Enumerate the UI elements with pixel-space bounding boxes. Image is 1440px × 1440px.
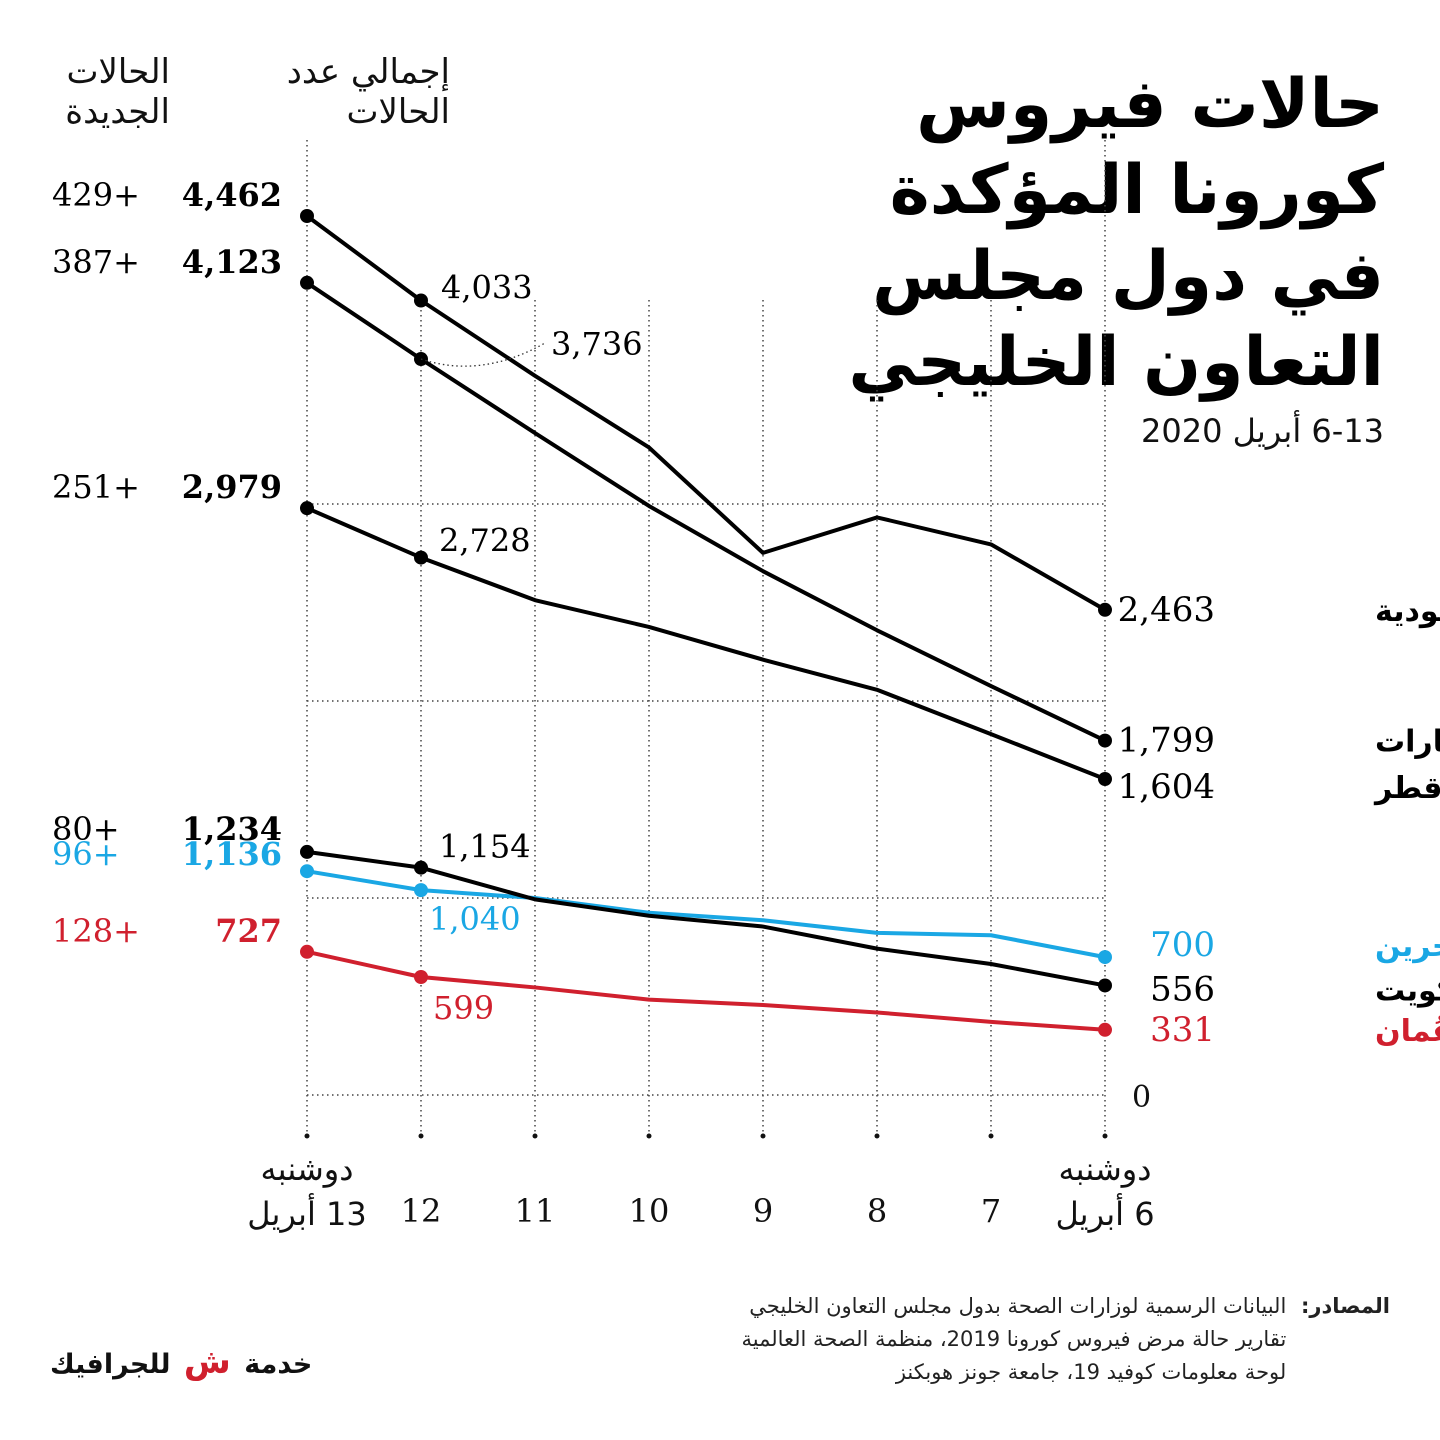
- series-name-label: الكويت: [1375, 973, 1440, 1008]
- header-line: الجديدة: [65, 92, 170, 132]
- x-tick-label: 10: [629, 1192, 670, 1230]
- header-line: الحالات: [66, 52, 170, 92]
- x-tick-label: 13 أبريل: [247, 1193, 366, 1233]
- new-cases-label: 80+: [52, 810, 120, 848]
- header-line: إجمالي عدد: [286, 52, 450, 92]
- sources: المصادر: البيانات الرسمية لوزارات الصحة …: [56, 1290, 1390, 1389]
- data-point: [414, 860, 428, 875]
- series-line: [306, 869, 1106, 960]
- series-line: [306, 949, 1106, 1032]
- data-point: [300, 275, 314, 290]
- data-point: [300, 501, 314, 516]
- data-label: 4,033: [441, 269, 533, 307]
- title-line: في دول مجلس: [872, 237, 1384, 316]
- new-cases-label: 96+: [52, 835, 120, 873]
- new-cases-label: 251+: [52, 468, 140, 506]
- data-point: [300, 864, 314, 879]
- series-name-label: البحرين: [1375, 929, 1440, 964]
- start-value-label: 4,123: [182, 243, 282, 281]
- source-line: تقارير حالة مرض فيروس كورونا 2019، منظمة…: [741, 1327, 1287, 1351]
- series-name-label: الإمارات: [1375, 725, 1440, 760]
- total-cases-header: إجمالي عدد الحالات: [250, 52, 450, 132]
- end-value-label: 2,463: [1118, 590, 1215, 630]
- source-line: لوحة معلومات كوفيد 19، جامعة جونز هوبكنز: [895, 1360, 1287, 1384]
- series-name-label: قطر: [1373, 771, 1440, 806]
- start-value-label: 4,462: [182, 176, 282, 214]
- series-name-label: السعودية: [1375, 594, 1440, 629]
- brand-mark: ش: [183, 1342, 231, 1382]
- series-line: [305, 281, 1106, 743]
- chart-title: حالات فيروس كورونا المؤكدة في دول مجلس ا…: [824, 62, 1384, 406]
- axis-tick-dot: [418, 1133, 424, 1139]
- sources-list: البيانات الرسمية لوزارات الصحة بدول مجلس…: [741, 1290, 1286, 1389]
- data-point: [414, 969, 428, 984]
- end-value-label: 556: [1150, 969, 1215, 1009]
- start-value-label: 2,979: [182, 468, 282, 506]
- data-label: 3,736: [551, 325, 643, 363]
- header-line: الحالات: [346, 92, 450, 132]
- axis-tick-dot: [760, 1133, 766, 1139]
- start-value-label: 1,234: [182, 810, 282, 848]
- data-point: [300, 209, 314, 223]
- axis-tick-dot: [874, 1133, 880, 1139]
- data-point: [414, 883, 428, 898]
- x-weekday-label: دوشنبه: [1059, 1150, 1152, 1188]
- brand-word: للجرافيك: [50, 1349, 171, 1380]
- data-point: [1098, 978, 1112, 993]
- x-tick-label: 8: [867, 1192, 887, 1230]
- data-point: [1098, 602, 1112, 617]
- title-line: التعاون الخليجي: [848, 323, 1384, 402]
- x-tick-label: 7: [981, 1192, 1001, 1230]
- brand-logo: خدمة ش للجرافيك: [50, 1342, 312, 1382]
- axis-tick-dot: [1102, 1133, 1108, 1139]
- title-line: حالات فيروس: [916, 65, 1384, 144]
- chart-subtitle: 6-13 أبريل 2020: [1141, 412, 1384, 450]
- end-value-label: 1,799: [1118, 721, 1215, 761]
- start-value-label: 1,136: [182, 835, 282, 873]
- series-name-label: عُمان: [1375, 1014, 1440, 1049]
- end-value-label: 1,604: [1118, 767, 1215, 807]
- x-tick-label: 11: [515, 1192, 556, 1230]
- data-point: [1098, 1022, 1112, 1037]
- end-value-label: 331: [1150, 1010, 1215, 1050]
- data-point: [300, 944, 314, 959]
- brand-word: خدمة: [244, 1349, 313, 1380]
- x-tick-label: 6 أبريل: [1055, 1193, 1154, 1233]
- end-value-label: 700: [1150, 925, 1215, 965]
- data-point: [300, 844, 314, 859]
- source-line: البيانات الرسمية لوزارات الصحة بدول مجلس…: [749, 1294, 1287, 1318]
- data-point: [1098, 733, 1112, 748]
- data-label: 599: [433, 989, 494, 1027]
- data-point: [414, 293, 428, 308]
- series-line: [305, 214, 1106, 612]
- new-cases-label: 387+: [52, 243, 140, 281]
- x-weekday-label: دوشنبه: [261, 1150, 354, 1188]
- series-line: [306, 506, 1106, 781]
- axis-tick-dot: [304, 1133, 310, 1139]
- axis-tick-dot: [532, 1133, 538, 1139]
- series-line: [306, 849, 1106, 988]
- start-value-label: 727: [215, 912, 282, 950]
- data-label: 1,040: [429, 900, 521, 938]
- new-cases-label: 429+: [52, 176, 140, 214]
- axis-tick-dot: [988, 1133, 994, 1139]
- data-label: 2,728: [439, 522, 531, 560]
- y-zero-label: 0: [1132, 1080, 1151, 1115]
- new-cases-header: الحالات الجديدة: [50, 52, 170, 132]
- axis-tick-dot: [646, 1133, 652, 1139]
- label-leader: [420, 342, 546, 367]
- data-point: [1098, 772, 1112, 787]
- data-label: 1,154: [439, 828, 531, 866]
- new-cases-label: 128+: [52, 912, 140, 950]
- sources-label: المصادر:: [1300, 1294, 1390, 1318]
- title-line: كورونا المؤكدة: [889, 151, 1384, 230]
- x-tick-label: 12: [401, 1192, 442, 1230]
- data-point: [1098, 950, 1112, 965]
- x-tick-label: 9: [753, 1192, 773, 1230]
- data-point: [414, 550, 428, 565]
